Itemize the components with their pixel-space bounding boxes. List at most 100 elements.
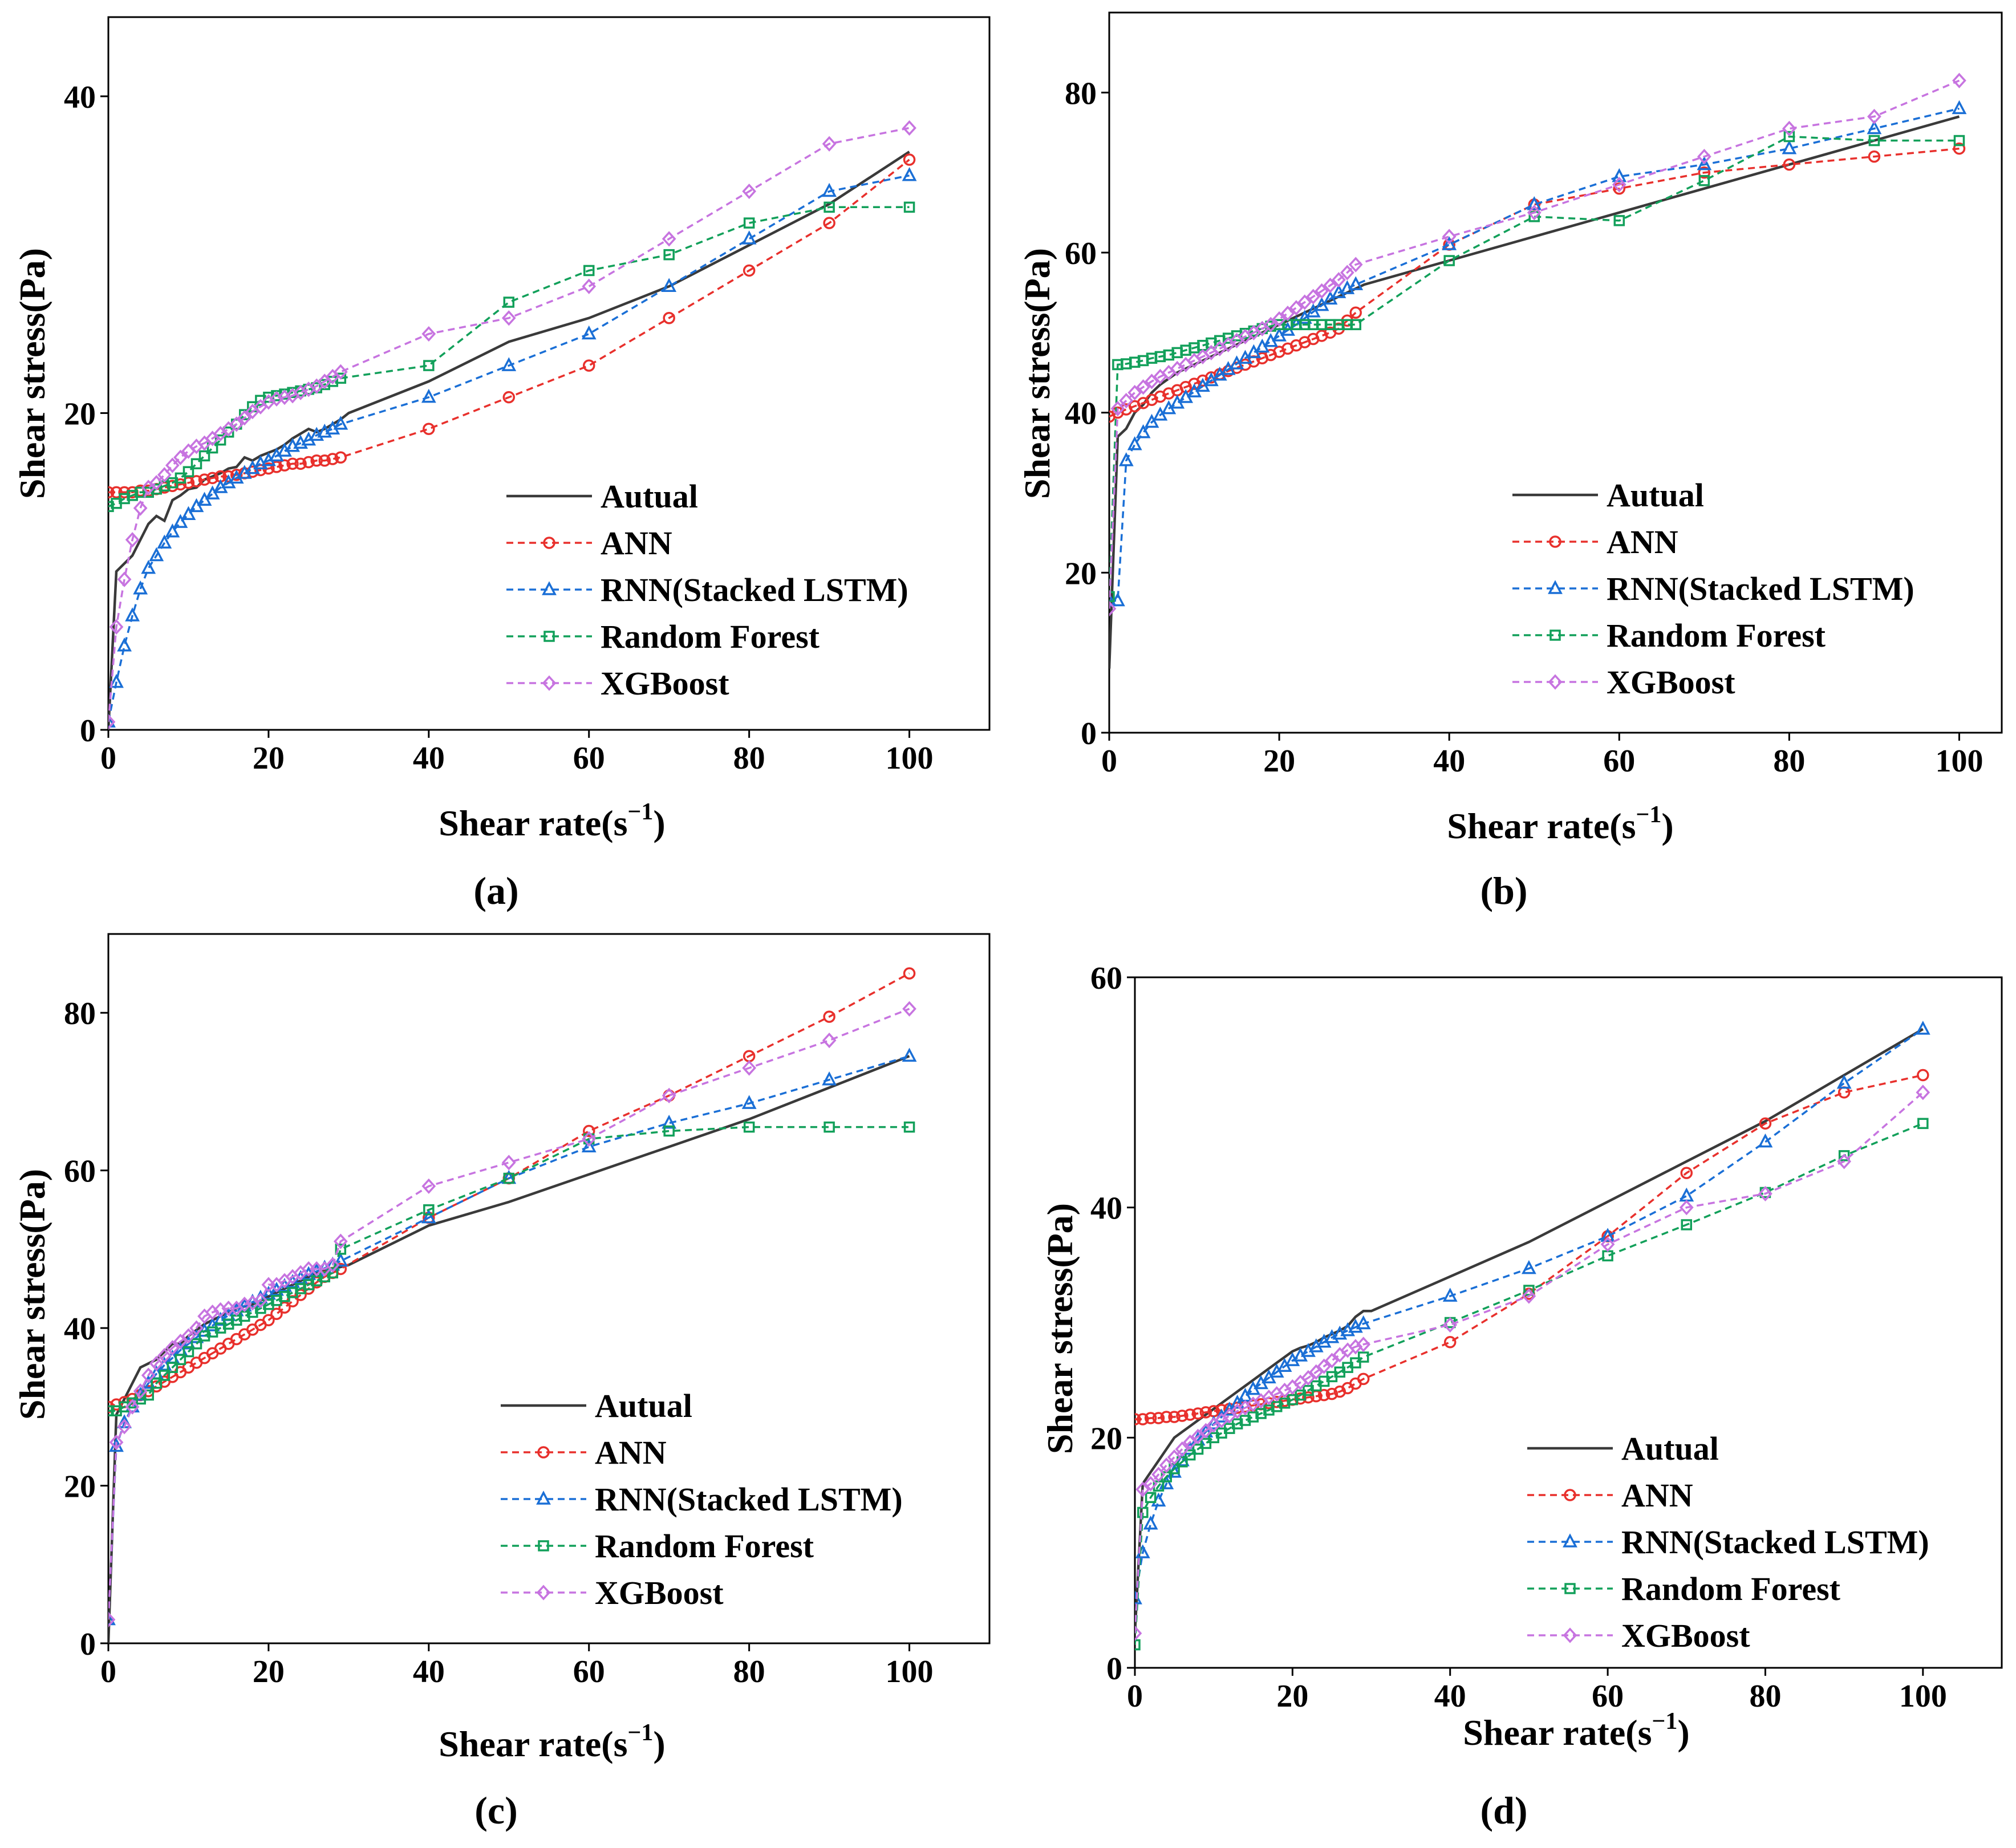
y-tick-label: 40	[1090, 1191, 1122, 1226]
data-point-ann	[1953, 142, 1966, 155]
data-point-xgb	[742, 1060, 757, 1076]
data-point-rnn	[1836, 1074, 1852, 1089]
data-point-xgb	[582, 278, 597, 294]
data-point-xgb	[1167, 1449, 1182, 1465]
x-tick-label: 0	[100, 741, 116, 776]
plot-frame	[107, 16, 991, 731]
data-point-ann	[302, 456, 315, 469]
y-tick-label: 60	[64, 1154, 96, 1189]
legend-label-ann: ANN	[595, 1434, 667, 1471]
legend-label-rnn: RNN(Stacked LSTM)	[1607, 570, 1914, 607]
data-point-rf	[1681, 1219, 1693, 1230]
data-point-ann	[903, 153, 916, 166]
data-point-rnn	[333, 1252, 348, 1267]
data-point-xgb	[1323, 277, 1337, 294]
y-tick-label: 40	[64, 80, 96, 115]
data-point-rf	[824, 1121, 835, 1133]
data-point-rf	[1783, 131, 1795, 143]
data-point-rf	[743, 1121, 755, 1133]
data-point-xgb	[1191, 1428, 1205, 1444]
data-point-rnn	[1600, 1228, 1615, 1242]
data-point-rf	[1350, 1357, 1361, 1368]
x-tick-label: 80	[733, 1654, 765, 1689]
data-point-ann	[582, 1124, 595, 1138]
series-group	[108, 967, 917, 1643]
data-point-xgb	[1143, 1476, 1158, 1492]
legend-label-actual: Autual	[1607, 477, 1704, 514]
legend-label-rnn: RNN(Stacked LSTM)	[1621, 1524, 1929, 1561]
data-point-xgb	[237, 410, 252, 426]
data-point-rf	[127, 490, 138, 501]
series-group	[108, 120, 917, 730]
data-point-xgb	[501, 1155, 516, 1171]
data-point-ann	[294, 457, 307, 470]
data-point-rf	[663, 1125, 675, 1137]
data-point-rf	[1350, 319, 1361, 331]
data-point-xgb	[1272, 311, 1287, 327]
data-point-xgb	[822, 1032, 837, 1049]
legend-label-xgb: XGBoost	[1621, 1617, 1750, 1654]
data-point-rf	[159, 1370, 171, 1381]
data-point-ann	[663, 312, 675, 324]
data-point-rf	[190, 458, 202, 470]
data-point-ann	[310, 454, 323, 467]
series-line-rf	[1135, 1122, 1924, 1645]
y-tick-label: 20	[1065, 556, 1097, 591]
legend-marker-rnn	[542, 581, 557, 595]
data-point-xgb	[1758, 1185, 1772, 1202]
legend-label-xgb: XGBoost	[1607, 664, 1735, 701]
series-line-xgb	[108, 1008, 910, 1620]
data-point-ann	[1135, 1413, 1141, 1425]
legend-marker-xgb	[536, 1585, 551, 1601]
data-point-rf	[108, 501, 114, 513]
data-point-xgb	[1332, 272, 1346, 288]
legend: Autual ANN RNN(Stacked LSTM) Random Forest X…	[1527, 1430, 1929, 1654]
data-point-rf	[167, 1362, 179, 1373]
data-point-ann	[743, 264, 756, 277]
x-axis-label: Shear rate(s−1)	[1447, 802, 1673, 846]
data-point-xgb	[165, 1340, 180, 1356]
panel-label: (d)	[1480, 1789, 1527, 1832]
data-point-xgb	[1442, 229, 1457, 245]
y-tick-label: 0	[1081, 716, 1097, 752]
series-line-rnn	[108, 1055, 910, 1620]
data-point-rf	[423, 360, 435, 371]
legend-marker-ann	[1549, 535, 1561, 548]
data-point-xgb	[1315, 283, 1329, 299]
data-point-rf	[1602, 1250, 1613, 1262]
data-point-rnn	[1679, 1187, 1694, 1202]
x-tick-label: 20	[1263, 744, 1295, 779]
x-tick-label: 60	[1603, 744, 1635, 779]
data-point-xgb	[1697, 148, 1711, 165]
data-point-rnn	[1348, 276, 1364, 290]
data-point-rnn	[125, 607, 140, 622]
x-tick-label: 0	[1101, 744, 1117, 779]
data-point-rf	[198, 450, 210, 462]
data-point-ann	[1302, 1391, 1315, 1404]
data-point-xgb	[1325, 1353, 1339, 1368]
data-point-ann	[318, 454, 331, 467]
data-point-rnn	[133, 580, 148, 595]
x-tick-label: 100	[1935, 744, 1983, 779]
data-point-rnn	[822, 1071, 837, 1086]
legend-marker-rnn	[536, 1490, 551, 1505]
x-axis-label-main: Shear rate(s	[1463, 1712, 1652, 1753]
data-point-rnn	[108, 713, 116, 728]
x-tick-label: 40	[413, 741, 445, 776]
data-point-xgb	[181, 1328, 196, 1344]
data-point-xgb	[1612, 177, 1626, 193]
data-point-ann	[823, 1010, 835, 1023]
x-axis-label-close: )	[1661, 806, 1673, 846]
data-point-rnn	[1915, 1021, 1930, 1035]
legend-label-rf: Random Forest	[1621, 1570, 1841, 1607]
legend-label-rf: Random Forest	[595, 1528, 814, 1565]
data-point-xgb	[1301, 1370, 1316, 1386]
data-point-xgb	[902, 1001, 916, 1017]
y-tick-label: 60	[1065, 236, 1097, 271]
y-tick-label: 20	[64, 1469, 96, 1505]
data-point-rnn	[1782, 140, 1797, 155]
legend-marker-rnn	[1548, 580, 1563, 594]
series-line-rnn	[1109, 107, 1960, 602]
